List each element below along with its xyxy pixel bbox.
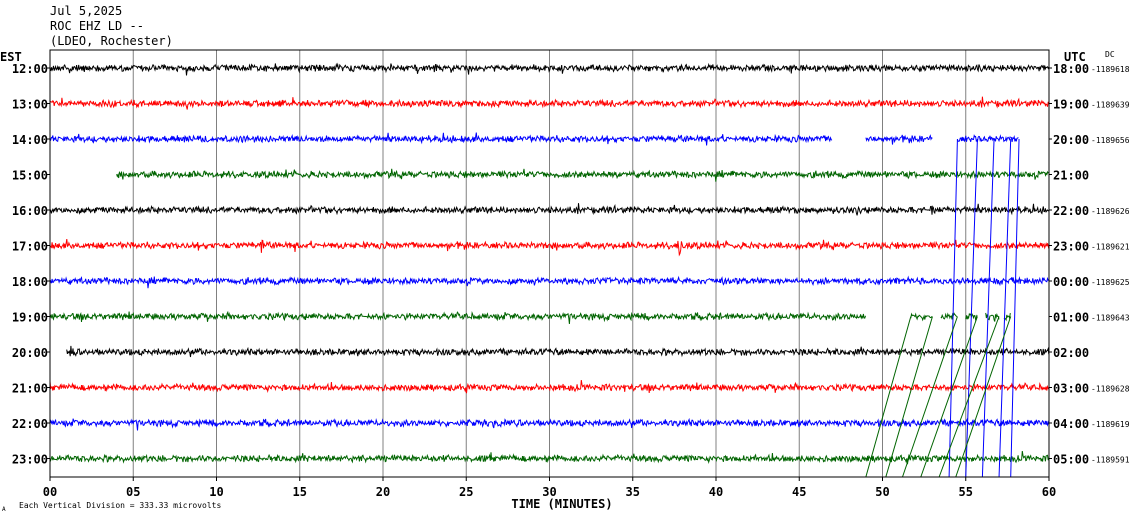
chart-date: Jul 5,2025 (50, 4, 123, 18)
utc-hour-label: 20:00 (1053, 133, 1089, 147)
x-tick-label: 60 (1042, 485, 1056, 499)
network-label: (LDEO, Rochester) (50, 34, 173, 48)
est-hour-label: 16:00 (12, 204, 48, 218)
runout-line (902, 316, 958, 478)
seismic-trace (49, 62, 1050, 76)
est-axis-label: EST (0, 50, 22, 64)
utc-hour-label: 05:00 (1053, 453, 1089, 467)
seismic-trace (49, 451, 1050, 465)
seismic-trace (49, 275, 1050, 289)
est-hour-label: 13:00 (12, 98, 48, 112)
x-tick-label: 25 (459, 485, 473, 499)
x-axis-title: TIME (MINUTES) (511, 497, 612, 511)
est-hour-label: 14:00 (12, 133, 48, 147)
dc-offset-label: -1189639 (1091, 101, 1130, 110)
est-hour-label: 20:00 (12, 346, 48, 360)
x-tick-label: 20 (376, 485, 390, 499)
utc-hour-label: 22:00 (1053, 204, 1089, 218)
utc-hour-label: 21:00 (1053, 169, 1089, 183)
seismic-trace (865, 134, 933, 145)
runout-line (981, 138, 995, 478)
seismic-trace (49, 380, 1050, 394)
seismic-trace (940, 312, 958, 320)
station-code: ROC EHZ LD -- (50, 19, 144, 33)
seismic-trace (49, 96, 1050, 110)
utc-hour-label: 03:00 (1053, 382, 1089, 396)
x-tick-label: 50 (875, 485, 889, 499)
runout-line (1010, 138, 1020, 478)
est-hour-label: 12:00 (12, 62, 48, 76)
est-hour-label: 17:00 (12, 240, 48, 254)
runout-line (865, 316, 912, 478)
seismic-trace (49, 203, 1050, 216)
x-tick-label: 10 (209, 485, 223, 499)
x-tick-label: 15 (293, 485, 307, 499)
est-hour-label: 22:00 (12, 417, 48, 431)
runout-line (885, 316, 933, 478)
est-hour-label: 21:00 (12, 382, 48, 396)
runout-line (955, 316, 1012, 478)
runout-line (948, 138, 958, 478)
utc-hour-label: 19:00 (1053, 98, 1089, 112)
x-tick-label: 35 (626, 485, 640, 499)
runout-line (938, 316, 1000, 478)
seismic-trace (49, 417, 1050, 431)
scale-note: Each Vertical Division = 333.33 microvol… (19, 501, 221, 510)
utc-hour-label: 23:00 (1053, 240, 1089, 254)
utc-hour-label: 04:00 (1053, 417, 1089, 431)
dc-label: DC (1105, 50, 1115, 59)
seismic-trace (66, 345, 1050, 358)
seismic-trace (49, 310, 866, 325)
runout-line (965, 138, 978, 478)
seismic-trace (910, 312, 933, 322)
utc-hour-label: 00:00 (1053, 275, 1089, 289)
runout-line (920, 316, 978, 478)
seismic-trace (116, 168, 1049, 182)
seismic-trace (976, 135, 994, 143)
utc-axis-label: UTC (1064, 50, 1086, 64)
seismic-trace (49, 132, 833, 146)
scale-mark: A (2, 506, 6, 513)
utc-hour-label: 01:00 (1053, 311, 1089, 325)
seismic-trace (1010, 134, 1019, 142)
x-tick-label: 45 (792, 485, 806, 499)
x-tick-label: 30 (542, 485, 556, 499)
seismic-trace (1003, 313, 1011, 322)
plot-frame (49, 49, 1050, 478)
x-tick-label: 05 (126, 485, 140, 499)
seismic-trace (49, 239, 1050, 257)
x-tick-label: 00 (43, 485, 57, 499)
dc-offset-label: -1189591 (1091, 456, 1130, 465)
utc-hour-label: 02:00 (1053, 346, 1089, 360)
runout-line (998, 138, 1012, 478)
dc-offset-label: -1189643 (1091, 314, 1130, 323)
est-hour-label: 23:00 (12, 453, 48, 467)
x-tick-label: 40 (709, 485, 723, 499)
dc-offset-label: -1189618 (1091, 65, 1130, 74)
seismic-trace (993, 134, 1011, 143)
est-hour-label: 19:00 (12, 311, 48, 325)
dc-offset-label: -1189626 (1091, 207, 1130, 216)
est-hour-label: 15:00 (12, 169, 48, 183)
seismic-trace (956, 134, 978, 143)
dc-offset-label: -1189621 (1091, 243, 1130, 252)
x-tick-label: 55 (959, 485, 973, 499)
dc-offset-label: -1189656 (1091, 136, 1130, 145)
dc-offset-label: -1189619 (1091, 420, 1130, 429)
utc-hour-label: 18:00 (1053, 62, 1089, 76)
dc-offset-label: -1189625 (1091, 278, 1130, 287)
est-hour-label: 18:00 (12, 275, 48, 289)
dc-offset-label: -1189628 (1091, 385, 1130, 394)
